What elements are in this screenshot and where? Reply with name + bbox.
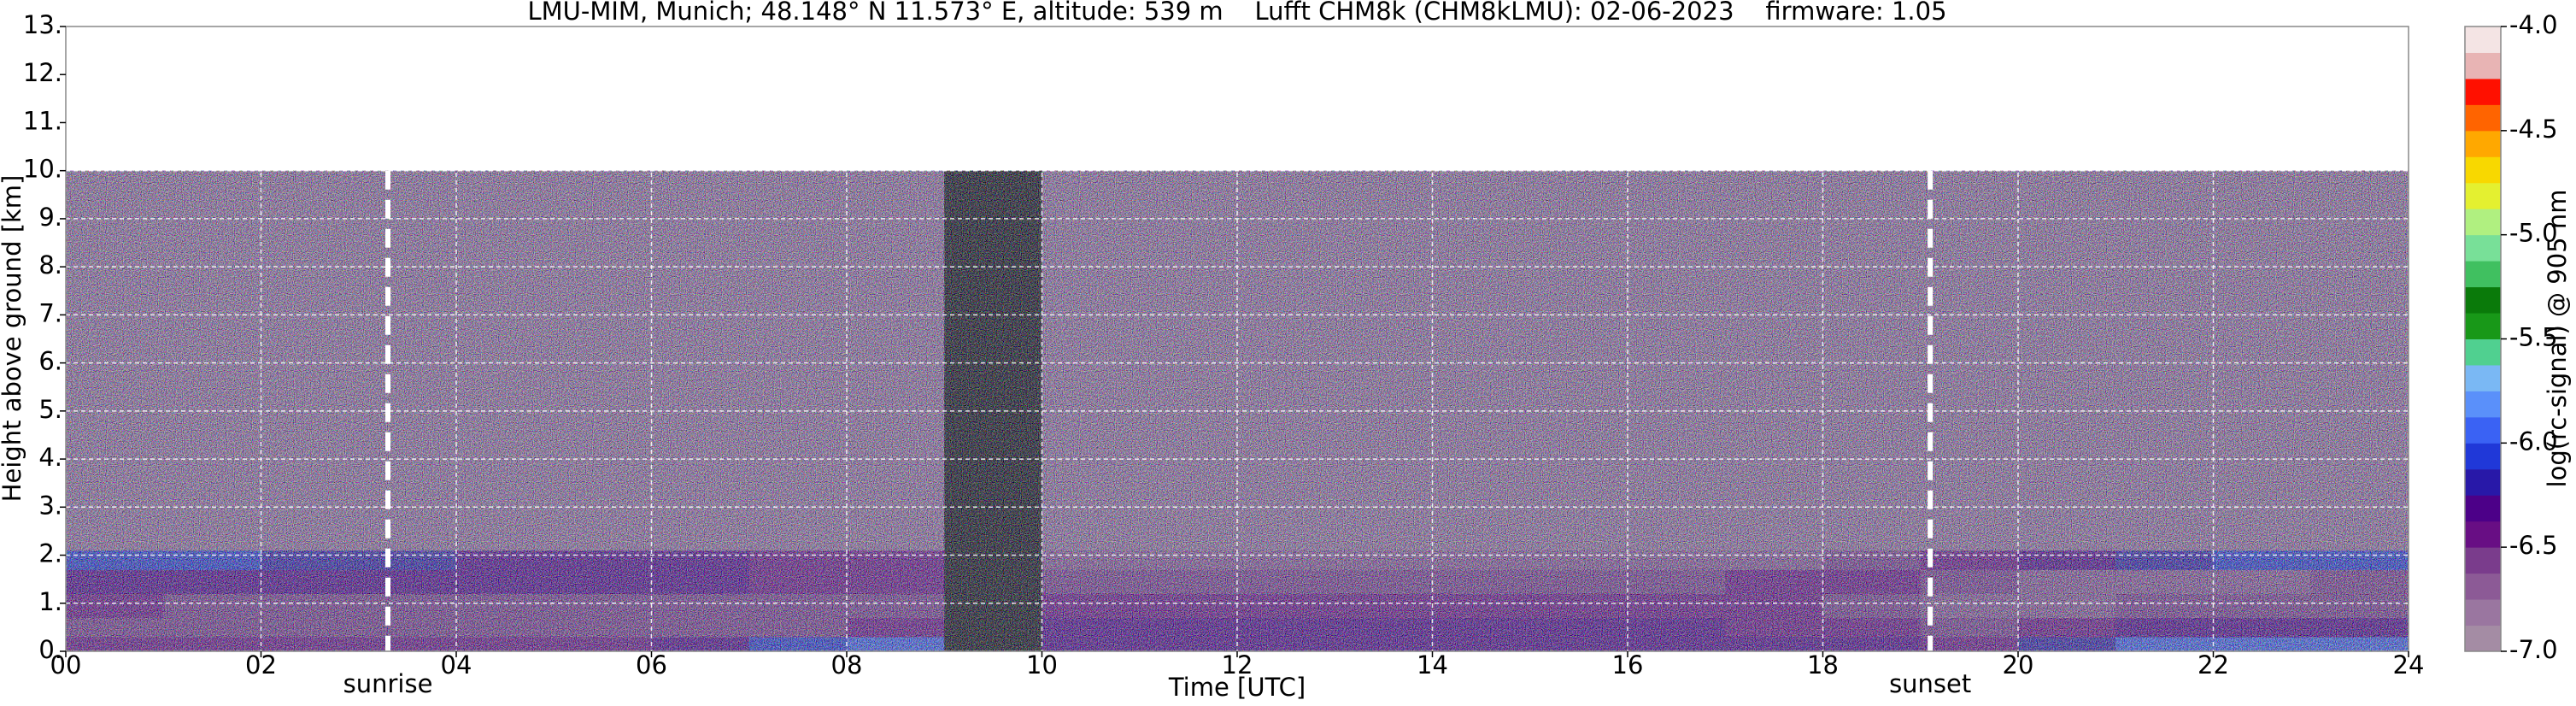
colorbar-segment xyxy=(2465,286,2501,314)
colorbar-segment xyxy=(2465,625,2501,652)
y-tick-label: 13. xyxy=(23,10,62,39)
colorbar-tick-label: -5.5 xyxy=(2509,323,2558,352)
chart-title: LMU-MIM, Munich; 48.148° N 11.573° E, al… xyxy=(527,0,1946,26)
colorbar-tick-label: -4.5 xyxy=(2509,115,2558,144)
colorbar-label: log(rc-signal) @ 905 nm xyxy=(2543,190,2572,488)
y-tick-label: 7. xyxy=(38,298,62,327)
colorbar-segment xyxy=(2465,599,2501,627)
colorbar-tick-label: -6.0 xyxy=(2509,427,2558,456)
colorbar-segment xyxy=(2465,521,2501,548)
y-tick-label: 10. xyxy=(23,155,62,184)
y-tick-label: 4. xyxy=(38,443,62,472)
colorbar-segment xyxy=(2465,182,2501,209)
y-axis-label: Height above ground [km] xyxy=(0,175,26,503)
colorbar-segment xyxy=(2465,52,2501,79)
x-tick-label: 12 xyxy=(1222,650,1253,680)
colorbar-segment xyxy=(2465,234,2501,262)
x-tick-label: 08 xyxy=(831,650,863,680)
x-tick-label: 20 xyxy=(2003,650,2034,680)
colorbar-segment xyxy=(2465,78,2501,105)
colorbar-tick-label: -5.0 xyxy=(2509,219,2558,248)
colorbar-segment xyxy=(2465,573,2501,600)
y-tick-label: 12. xyxy=(23,58,62,87)
colorbar-segment xyxy=(2465,313,2501,339)
colorbar-segment xyxy=(2465,547,2501,574)
colorbar-tick-label: -6.5 xyxy=(2509,531,2558,560)
x-tick-label: 16 xyxy=(1612,650,1644,680)
y-tick-label: 6. xyxy=(38,347,62,376)
y-tick-label: 3. xyxy=(38,491,62,520)
y-tick-label: 11. xyxy=(23,106,62,135)
colorbar-segment xyxy=(2465,416,2501,444)
colorbar-tick-label: -7.0 xyxy=(2509,635,2558,664)
colorbar-segment xyxy=(2465,443,2501,470)
colorbar-segment xyxy=(2465,104,2501,132)
colorbar-segment xyxy=(2465,130,2501,157)
colorbar-segment xyxy=(2465,338,2501,366)
x-tick-label: 06 xyxy=(636,650,667,680)
x-tick-label: 22 xyxy=(2198,650,2229,680)
x-tick-label: 02 xyxy=(245,650,277,680)
y-tick-label: 9. xyxy=(38,203,62,232)
y-tick-label: 2. xyxy=(38,539,62,568)
colorbar-segment xyxy=(2465,261,2501,288)
x-tick-label: 24 xyxy=(2393,650,2425,680)
x-tick-label: 14 xyxy=(1417,650,1448,680)
y-tick-label: 8. xyxy=(38,250,62,279)
colorbar-segment xyxy=(2465,495,2501,522)
colorbar-segment xyxy=(2465,156,2501,184)
x-tick-label: 00 xyxy=(50,650,82,680)
x-axis-label: Time [UTC] xyxy=(1168,673,1306,702)
y-tick-label: 1. xyxy=(38,587,62,616)
annotation-label: sunrise xyxy=(343,669,433,698)
colorbar-tick-label: -4.0 xyxy=(2509,10,2558,39)
colorbar-segment xyxy=(2465,391,2501,418)
x-tick-label: 10 xyxy=(1026,650,1058,680)
colorbar-segment xyxy=(2465,209,2501,236)
colorbar-segment xyxy=(2465,26,2501,53)
colorbar-segment xyxy=(2465,364,2501,391)
x-tick-label: 04 xyxy=(441,650,472,680)
x-tick-label: 18 xyxy=(1807,650,1839,680)
y-tick-label: 5. xyxy=(38,395,62,424)
colorbar-segment xyxy=(2465,468,2501,496)
y-tick-label: 0. xyxy=(38,635,62,664)
annotation-label: sunset xyxy=(1889,669,1971,698)
